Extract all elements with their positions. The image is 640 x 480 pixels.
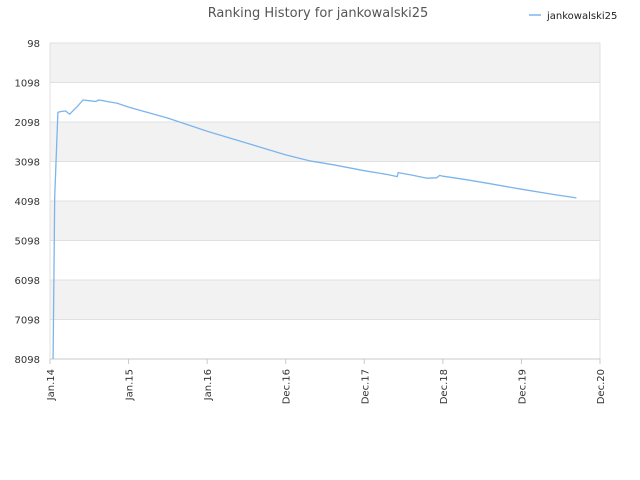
grid-band (50, 82, 600, 122)
y-tick-label: 3098 (15, 158, 40, 169)
x-tick-label: Jan.14 (46, 369, 57, 401)
y-tick-label: 2098 (15, 118, 40, 129)
x-tick-label: Dec.16 (282, 369, 293, 404)
grid-bands (50, 43, 600, 359)
legend[interactable]: jankowalski25 (529, 11, 617, 22)
y-tick-label: 5098 (15, 237, 40, 248)
y-axis-ticks: 98 1098 2098 3098 4098 5098 6098 7098 8098 (15, 39, 40, 366)
grid-band (50, 280, 600, 320)
y-tick-label: 4098 (15, 197, 40, 208)
y-tick-label: 98 (27, 39, 40, 50)
x-tick-label: Dec.19 (517, 369, 528, 404)
grid-band (50, 201, 600, 241)
gridlines (49, 42, 601, 360)
grid-band (50, 319, 600, 359)
grid-band (50, 240, 600, 280)
y-tick-label: 7098 (15, 316, 40, 327)
y-tick-label: 8098 (15, 355, 40, 366)
series-line[interactable] (52, 99, 577, 360)
x-tick-label: Jan.15 (125, 369, 136, 401)
x-tick-label: Jan.16 (203, 369, 214, 401)
x-tick-label: Dec.20 (596, 369, 607, 404)
series-layer (52, 99, 577, 360)
x-tick-label: Dec.17 (360, 369, 371, 404)
grid-band (50, 43, 600, 83)
x-tick-label: Dec.18 (439, 369, 450, 404)
chart-title: Ranking History for jankowalski25 (208, 6, 429, 21)
legend-label: jankowalski25 (546, 11, 617, 22)
y-tick-label: 6098 (15, 276, 40, 287)
x-axis-ticks: Jan.14 Jan.15 Jan.16 Dec.16 Dec.17 Dec.18 Dec.… (46, 359, 607, 404)
y-tick-label: 1098 (15, 79, 40, 90)
grid-band (50, 161, 600, 201)
grid-band (50, 122, 600, 162)
